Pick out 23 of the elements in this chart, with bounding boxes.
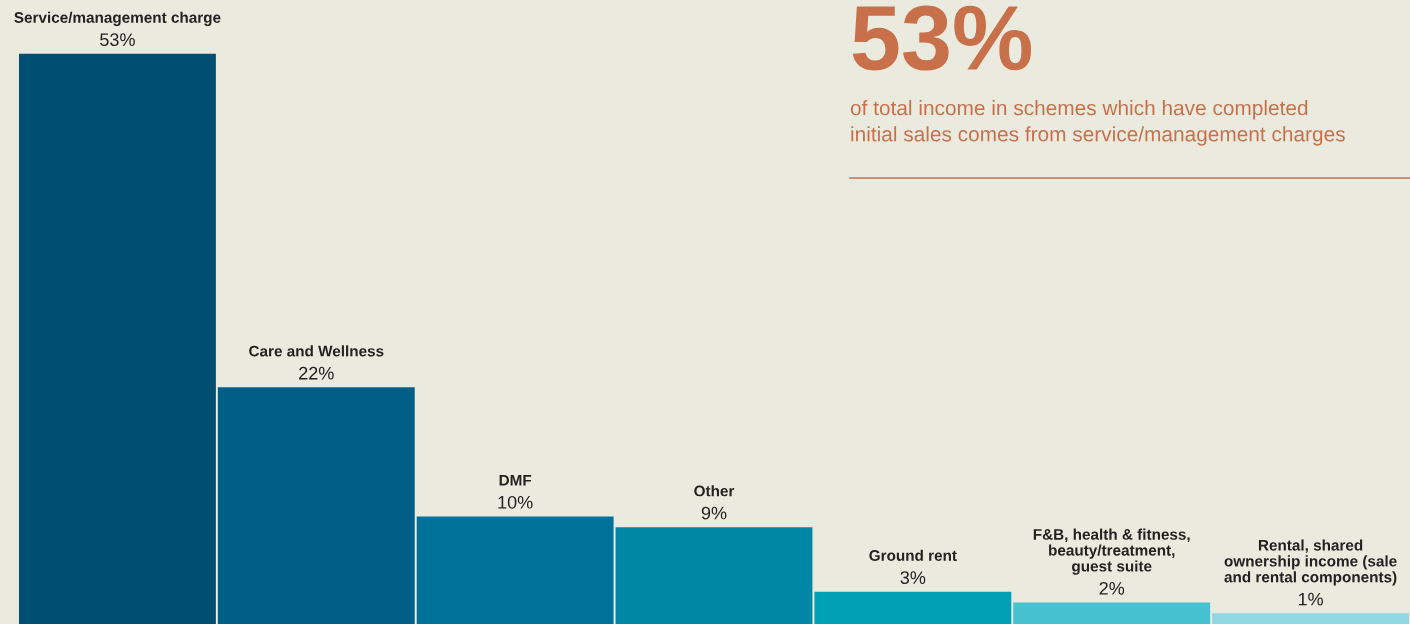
- bar: [1212, 613, 1410, 624]
- data-label: 10%: [498, 495, 533, 509]
- bar: [217, 387, 415, 624]
- x-tick-label: F&B, health & fitness, beauty/treatment, guest suite: [1033, 528, 1190, 575]
- bar: [416, 516, 614, 624]
- data-label: 2%: [1099, 581, 1125, 595]
- x-tick-label: DMF: [499, 474, 532, 486]
- x-tick-label: Ground rent: [869, 549, 957, 561]
- annotation: of total income in schemes which have completed initial sales comes from service/management charges: [850, 100, 1345, 146]
- bar: [615, 527, 813, 624]
- data-label: 9%: [701, 506, 727, 520]
- x-tick-label: Rental, shared ownership income (sale and rental components): [1224, 539, 1397, 586]
- data-label: 3%: [900, 571, 926, 584]
- bar: [1013, 602, 1211, 624]
- x-tick-label: Service/management charge: [14, 11, 221, 27]
- data-label: 53%: [100, 33, 135, 47]
- bar: [814, 591, 1012, 624]
- data-label: 22%: [299, 366, 334, 380]
- x-tick-label: Other: [694, 485, 735, 497]
- x-tick-label: Care and Wellness: [249, 345, 384, 357]
- bar: [18, 53, 216, 624]
- data-label: 1%: [1298, 592, 1323, 606]
- annotation: 53%: [852, 5, 1032, 71]
